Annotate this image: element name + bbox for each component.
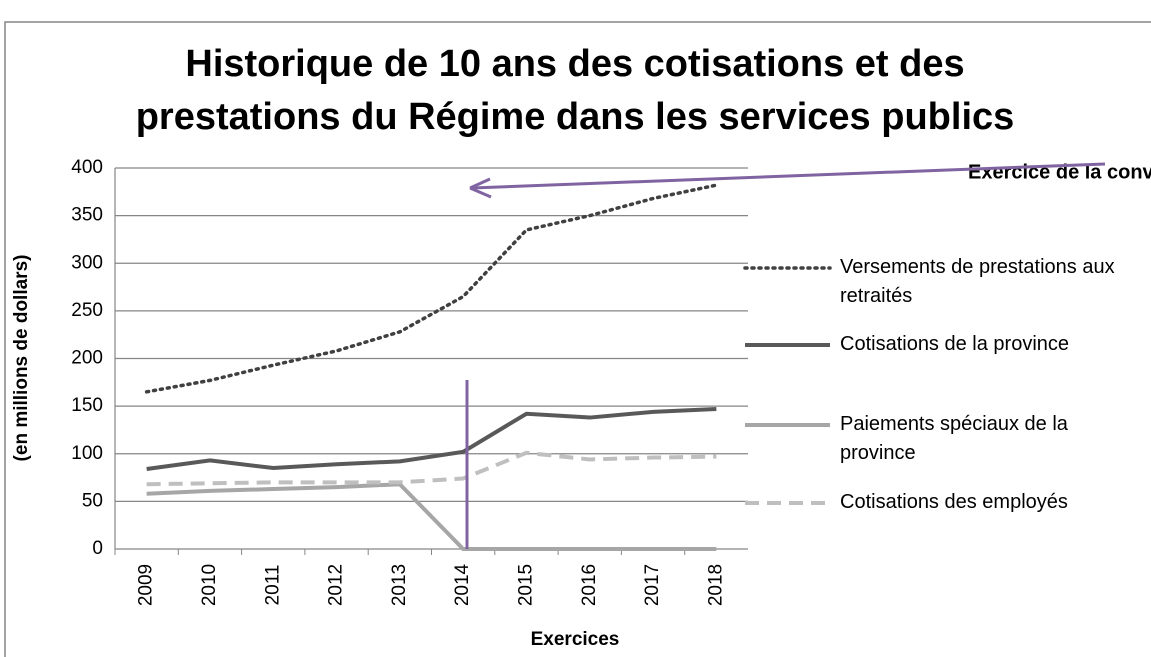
x-tick-label: 2012 xyxy=(326,564,347,606)
x-tick-label: 2018 xyxy=(705,564,726,606)
series-line xyxy=(146,406,717,471)
y-tick-label: 100 xyxy=(71,443,103,464)
legend-label: Paiements spéciaux de la province xyxy=(840,413,1068,464)
x-tick-label: 2014 xyxy=(452,563,473,606)
y-tick-label: 50 xyxy=(82,490,103,511)
series-line xyxy=(144,183,719,394)
y-tick-label: 400 xyxy=(71,157,103,178)
x-axis-label: Exercices xyxy=(531,629,620,650)
annotation-arrow xyxy=(471,162,1106,190)
legend-label: Cotisations de la province xyxy=(840,333,1070,355)
x-tick-label: 2011 xyxy=(262,565,283,606)
series-line xyxy=(146,450,717,487)
y-tick-label: 200 xyxy=(71,348,103,369)
legend-label: Versements de prestations aux retraités xyxy=(840,256,1115,307)
x-tick-label: 2009 xyxy=(136,564,157,606)
x-tick-label: 2013 xyxy=(389,564,410,606)
chart-border xyxy=(4,21,1151,657)
legend-label: Cotisations des employés xyxy=(840,491,1068,513)
chart-title: Historique de 10 ans des cotisations et … xyxy=(135,43,1015,138)
y-tick-label: 250 xyxy=(71,300,103,321)
x-tick-label: 2016 xyxy=(579,564,600,606)
x-tick-label: 2010 xyxy=(199,564,220,606)
x-tick-label: 2015 xyxy=(515,564,536,606)
y-tick-label: 150 xyxy=(71,395,103,416)
series-line xyxy=(146,482,717,551)
y-axis-label: (en millions de dollars) xyxy=(11,255,32,462)
y-tick-label: 300 xyxy=(71,252,103,273)
y-tick-label: 0 xyxy=(92,538,103,559)
arrow-head xyxy=(469,177,492,199)
x-tick-label: 2017 xyxy=(642,564,663,606)
y-tick-label: 350 xyxy=(71,205,103,226)
